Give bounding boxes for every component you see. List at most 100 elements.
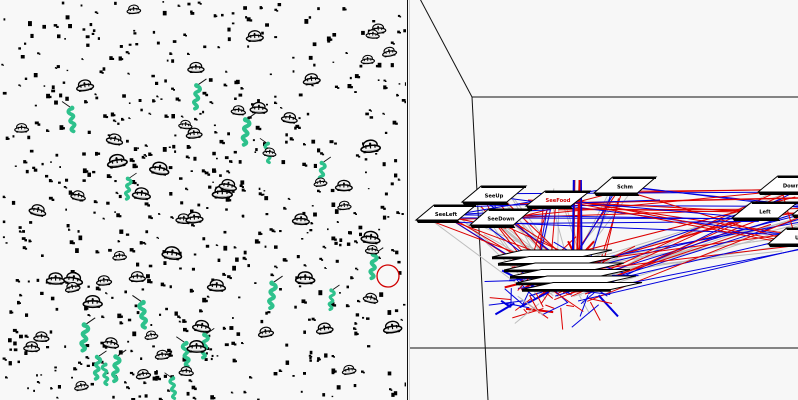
- agent-sprite[interactable]: [294, 271, 316, 285]
- agent-sprite[interactable]: [381, 46, 398, 58]
- snake-sprite[interactable]: [200, 327, 215, 360]
- agent-sprite[interactable]: [186, 340, 207, 353]
- network-node-plane[interactable]: SeeFood: [524, 190, 592, 209]
- food-dot: [191, 385, 197, 390]
- agent-sprite[interactable]: [334, 179, 353, 192]
- food-dot: [306, 232, 309, 234]
- food-dot: [382, 162, 386, 167]
- food-dot: [391, 392, 395, 397]
- snake-sprite[interactable]: [267, 275, 283, 311]
- node-plane-edge: [594, 193, 640, 196]
- network-node-plane[interactable]: Right: [790, 200, 798, 218]
- network-node-plane[interactable]: Up: [766, 227, 798, 247]
- agent-sprite[interactable]: [360, 139, 382, 154]
- agent-sprite[interactable]: [75, 79, 95, 93]
- agent-sprite[interactable]: [102, 337, 120, 350]
- agent-sprite[interactable]: [62, 271, 84, 287]
- snake-sprite[interactable]: [92, 350, 107, 381]
- food-dot: [56, 396, 59, 399]
- network-node-plane[interactable]: SeeDown: [468, 208, 534, 228]
- snake-sprite[interactable]: [327, 284, 340, 312]
- agent-sprite[interactable]: [218, 178, 238, 192]
- agent-sprite[interactable]: [33, 331, 50, 342]
- panel-divider[interactable]: [406, 0, 410, 400]
- agent-sprite[interactable]: [187, 61, 205, 74]
- agent-world-2d[interactable]: [0, 0, 406, 400]
- connection-edge: [541, 301, 569, 316]
- agent-sprite[interactable]: [112, 250, 127, 261]
- food-dot: [164, 114, 169, 118]
- agent-sprite[interactable]: [178, 366, 194, 377]
- food-dot: [55, 307, 59, 311]
- agent-sprite[interactable]: [131, 187, 151, 201]
- agent-sprite[interactable]: [28, 203, 47, 217]
- agent-sprite[interactable]: [64, 281, 81, 294]
- world-canvas[interactable]: [0, 0, 406, 400]
- agent-sprite[interactable]: [126, 4, 142, 15]
- agent-sprite[interactable]: [291, 213, 310, 226]
- agent-sprite[interactable]: [144, 330, 159, 341]
- agent-sprite[interactable]: [382, 320, 403, 335]
- network-node-plane[interactable]: Schm: [592, 176, 658, 196]
- agent-sprite[interactable]: [105, 133, 124, 146]
- agent-sprite[interactable]: [74, 380, 89, 392]
- food-dot: [224, 343, 229, 347]
- agent-sprite[interactable]: [178, 119, 193, 130]
- node-plane-face: [766, 227, 798, 245]
- agent-sprite[interactable]: [360, 54, 375, 65]
- agent-sprite[interactable]: [14, 123, 30, 133]
- snake-sprite[interactable]: [164, 372, 178, 400]
- network-node-plane[interactable]: Down: [756, 175, 798, 195]
- agent-sprite[interactable]: [360, 230, 381, 245]
- network-node-plane[interactable]: SeeLeft: [414, 204, 478, 223]
- agent-sprite[interactable]: [70, 190, 86, 202]
- snake-sprite[interactable]: [61, 101, 77, 134]
- agent-sprite[interactable]: [341, 364, 357, 376]
- network-node-plane[interactable]: SeeUp: [460, 185, 528, 205]
- agent-sprite[interactable]: [337, 200, 352, 211]
- snake-sprite[interactable]: [123, 172, 137, 201]
- agent-sprite[interactable]: [135, 368, 152, 380]
- network-3d-view[interactable]: SeeUp SeeLeft SeeDown SeeFood Schm Down Left Ri…: [410, 0, 798, 400]
- agent-sprite[interactable]: [365, 29, 380, 39]
- food-dot: [398, 83, 401, 85]
- agent-sprite[interactable]: [302, 73, 321, 86]
- agent-sprite[interactable]: [230, 105, 247, 116]
- agent-sprite[interactable]: [185, 211, 204, 224]
- agent-sprite[interactable]: [370, 23, 387, 34]
- agent-sprite[interactable]: [362, 292, 379, 305]
- snake-sprite[interactable]: [79, 317, 96, 353]
- snake-sprite[interactable]: [240, 112, 257, 147]
- agent-sprite[interactable]: [95, 275, 113, 286]
- snake-sprite[interactable]: [191, 78, 207, 111]
- agent-sprite[interactable]: [257, 326, 275, 338]
- food-dot: [298, 117, 301, 120]
- agent-sprite[interactable]: [154, 349, 170, 360]
- agent-sprite[interactable]: [82, 294, 103, 309]
- agent-sprite[interactable]: [185, 127, 203, 140]
- agent-sprite[interactable]: [45, 272, 66, 285]
- agent-sprite[interactable]: [161, 246, 183, 261]
- agent-sprite[interactable]: [106, 153, 128, 169]
- agent-sprite[interactable]: [206, 279, 227, 292]
- snake-sprite[interactable]: [111, 349, 127, 384]
- agent-sprite[interactable]: [364, 244, 380, 255]
- snake-sprite[interactable]: [132, 294, 149, 330]
- selected-agent-ring[interactable]: [376, 264, 400, 288]
- agent-sprite[interactable]: [148, 161, 170, 177]
- agent-sprite[interactable]: [262, 147, 277, 158]
- agent-sprite[interactable]: [128, 271, 146, 283]
- agent-sprite[interactable]: [191, 319, 211, 334]
- agent-sprite[interactable]: [280, 112, 298, 124]
- network-node-plane[interactable]: Left: [730, 201, 798, 221]
- hidden-layer-stack[interactable]: [491, 249, 643, 292]
- snake-sprite[interactable]: [176, 336, 191, 369]
- agent-sprite[interactable]: [315, 322, 334, 335]
- network-3d-canvas[interactable]: SeeUp SeeLeft SeeDown SeeFood Schm Down Left Ri…: [410, 0, 798, 400]
- agent-sprite[interactable]: [249, 101, 268, 114]
- food-dot: [152, 99, 156, 103]
- food-dot: [390, 41, 395, 45]
- food-dot: [51, 89, 56, 93]
- agent-sprite[interactable]: [313, 177, 328, 188]
- agent-sprite[interactable]: [23, 341, 41, 353]
